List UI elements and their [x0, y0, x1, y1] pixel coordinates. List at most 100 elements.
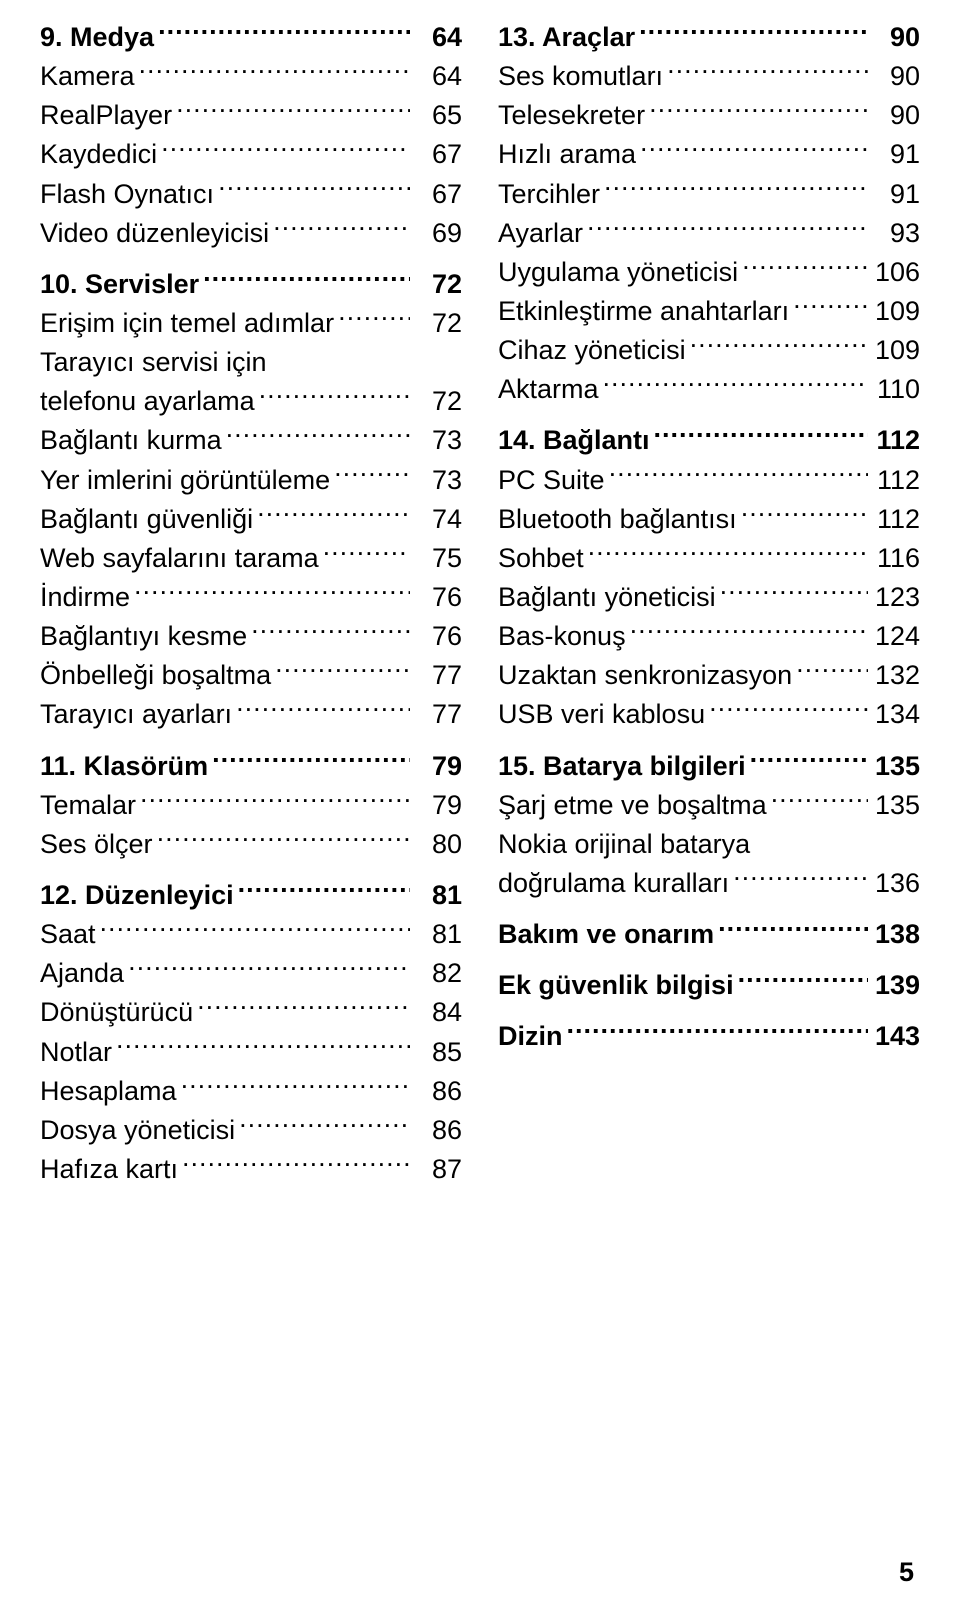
toc-entry-label: Kamera — [40, 57, 135, 96]
toc-leader — [197, 994, 410, 1021]
toc-entry-label: Tarayıcı ayarları — [40, 695, 232, 734]
toc-leader — [630, 618, 868, 645]
toc-entry: Video düzenleyicisi69 — [40, 214, 462, 253]
toc-leader — [275, 657, 410, 684]
toc-entry: RealPlayer65 — [40, 96, 462, 135]
toc-section-label: 14. Bağlantı — [498, 421, 650, 460]
toc-leader — [116, 1034, 410, 1061]
toc-entry-page: 73 — [414, 461, 462, 500]
toc-entry-label: Uzaktan senkronizasyon — [498, 656, 792, 695]
toc-entry: Aktarma110 — [498, 370, 920, 409]
toc-left-column: 9. Medya64Kamera64RealPlayer65Kaydedici6… — [40, 18, 462, 1189]
toc-leader — [733, 865, 868, 892]
toc-leader — [338, 305, 410, 332]
toc-section-label: 10. Servisler — [40, 265, 199, 304]
toc-leader — [750, 748, 868, 775]
toc-entry-page: 109 — [872, 331, 920, 370]
toc-section-heading: 11. Klasörüm79 — [40, 747, 462, 786]
toc-section-heading: Ek güvenlik bilgisi139 — [498, 966, 920, 1005]
toc-section-heading: Bakım ve onarım 138 — [498, 915, 920, 954]
toc-leader — [257, 501, 410, 528]
toc-entry: Erişim için temel adımlar72 — [40, 304, 462, 343]
toc-entry-label: İndirme — [40, 578, 130, 617]
toc-entry: Flash Oynatıcı67 — [40, 175, 462, 214]
toc-entry-page: 124 — [872, 617, 920, 656]
toc-entry-page: 106 — [872, 253, 920, 292]
toc-columns: 9. Medya64Kamera64RealPlayer65Kaydedici6… — [40, 18, 920, 1189]
toc-entry: USB veri kablosu134 — [498, 695, 920, 734]
toc-entry-label: Cihaz yöneticisi — [498, 331, 686, 370]
page-number: 5 — [899, 1557, 914, 1588]
toc-entry-page: 72 — [414, 304, 462, 343]
toc-entry: telefonu ayarlama72 — [40, 382, 462, 421]
toc-entry-label: Şarj etme ve boşaltma — [498, 786, 767, 825]
toc-entry-label: Dönüştürücü — [40, 993, 193, 1032]
toc-entry-page: 75 — [414, 539, 462, 578]
toc-entry-label: Temalar — [40, 786, 136, 825]
toc-entry: Temalar 79 — [40, 786, 462, 825]
toc-entry-label: Video düzenleyicisi — [40, 214, 269, 253]
toc-leader — [796, 657, 868, 684]
toc-leader — [334, 462, 410, 489]
toc-leader — [251, 618, 410, 645]
toc-entry: Bağlantı kurma73 — [40, 421, 462, 460]
toc-leader — [134, 579, 410, 606]
toc-leader — [771, 787, 868, 814]
toc-entry-label: RealPlayer — [40, 96, 172, 135]
toc-section-page: 64 — [414, 18, 462, 57]
toc-section-heading: 12. Düzenleyici81 — [40, 876, 462, 915]
toc-leader — [203, 266, 410, 293]
toc-entry: Uygulama yöneticisi106 — [498, 253, 920, 292]
toc-entry-label: Bas-konuş — [498, 617, 626, 656]
toc-entry-label: Telesekreter — [498, 96, 645, 135]
toc-entry: Şarj etme ve boşaltma 135 — [498, 786, 920, 825]
toc-entry-page: 109 — [872, 292, 920, 331]
toc-entry: Ses ölçer80 — [40, 825, 462, 864]
toc-section-label: Bakım ve onarım — [498, 915, 714, 954]
toc-entry-page: 135 — [872, 786, 920, 825]
toc-entry-page: 81 — [414, 915, 462, 954]
toc-entry-label: Tercihler — [498, 175, 600, 214]
toc-entry: Kamera64 — [40, 57, 462, 96]
toc-entry-label: Hızlı arama — [498, 135, 636, 174]
toc-entry-page: 77 — [414, 656, 462, 695]
toc-entry-label: telefonu ayarlama — [40, 382, 255, 421]
toc-entry: Bas-konuş 124 — [498, 617, 920, 656]
toc-entry-label: Flash Oynatıcı — [40, 175, 214, 214]
toc-entry-page: 76 — [414, 617, 462, 656]
toc-leader — [176, 97, 410, 124]
toc-leader — [690, 332, 868, 359]
toc-section-heading: 9. Medya64 — [40, 18, 462, 57]
toc-entry: Hafıza kartı87 — [40, 1150, 462, 1189]
toc-leader — [567, 1018, 869, 1045]
toc-entry: Ajanda82 — [40, 954, 462, 993]
toc-entry-label: Web sayfalarını tarama — [40, 539, 319, 578]
toc-entry: PC Suite112 — [498, 461, 920, 500]
toc-entry-page: 85 — [414, 1033, 462, 1072]
toc-entry-page: 79 — [414, 786, 462, 825]
toc-leader — [793, 293, 868, 320]
toc-entry: Ayarlar93 — [498, 214, 920, 253]
toc-section-page: 138 — [872, 915, 920, 954]
toc-entry: Saat 81 — [40, 915, 462, 954]
toc-entry-wrap-line1: Nokia orijinal batarya — [498, 825, 920, 864]
toc-entry-label: Ajanda — [40, 954, 124, 993]
toc-entry-page: 76 — [414, 578, 462, 617]
toc-entry-label: USB veri kablosu — [498, 695, 705, 734]
toc-leader — [720, 579, 868, 606]
toc-entry: Notlar85 — [40, 1033, 462, 1072]
toc-entry: Web sayfalarını tarama 75 — [40, 539, 462, 578]
toc-leader — [226, 422, 410, 449]
toc-entry: Etkinleştirme anahtarları109 — [498, 292, 920, 331]
toc-leader — [718, 916, 868, 943]
toc-entry-label: Saat — [40, 915, 96, 954]
toc-entry-label: Bağlantı kurma — [40, 421, 222, 460]
toc-leader — [259, 383, 410, 410]
toc-section-label: Ek güvenlik bilgisi — [498, 966, 734, 1005]
toc-entry-page: 132 — [872, 656, 920, 695]
toc-section-page: 72 — [414, 265, 462, 304]
toc-section-page: 90 — [872, 18, 920, 57]
toc-entry-page: 87 — [414, 1150, 462, 1189]
toc-entry-label: Dosya yöneticisi — [40, 1111, 235, 1150]
toc-leader — [604, 176, 868, 203]
